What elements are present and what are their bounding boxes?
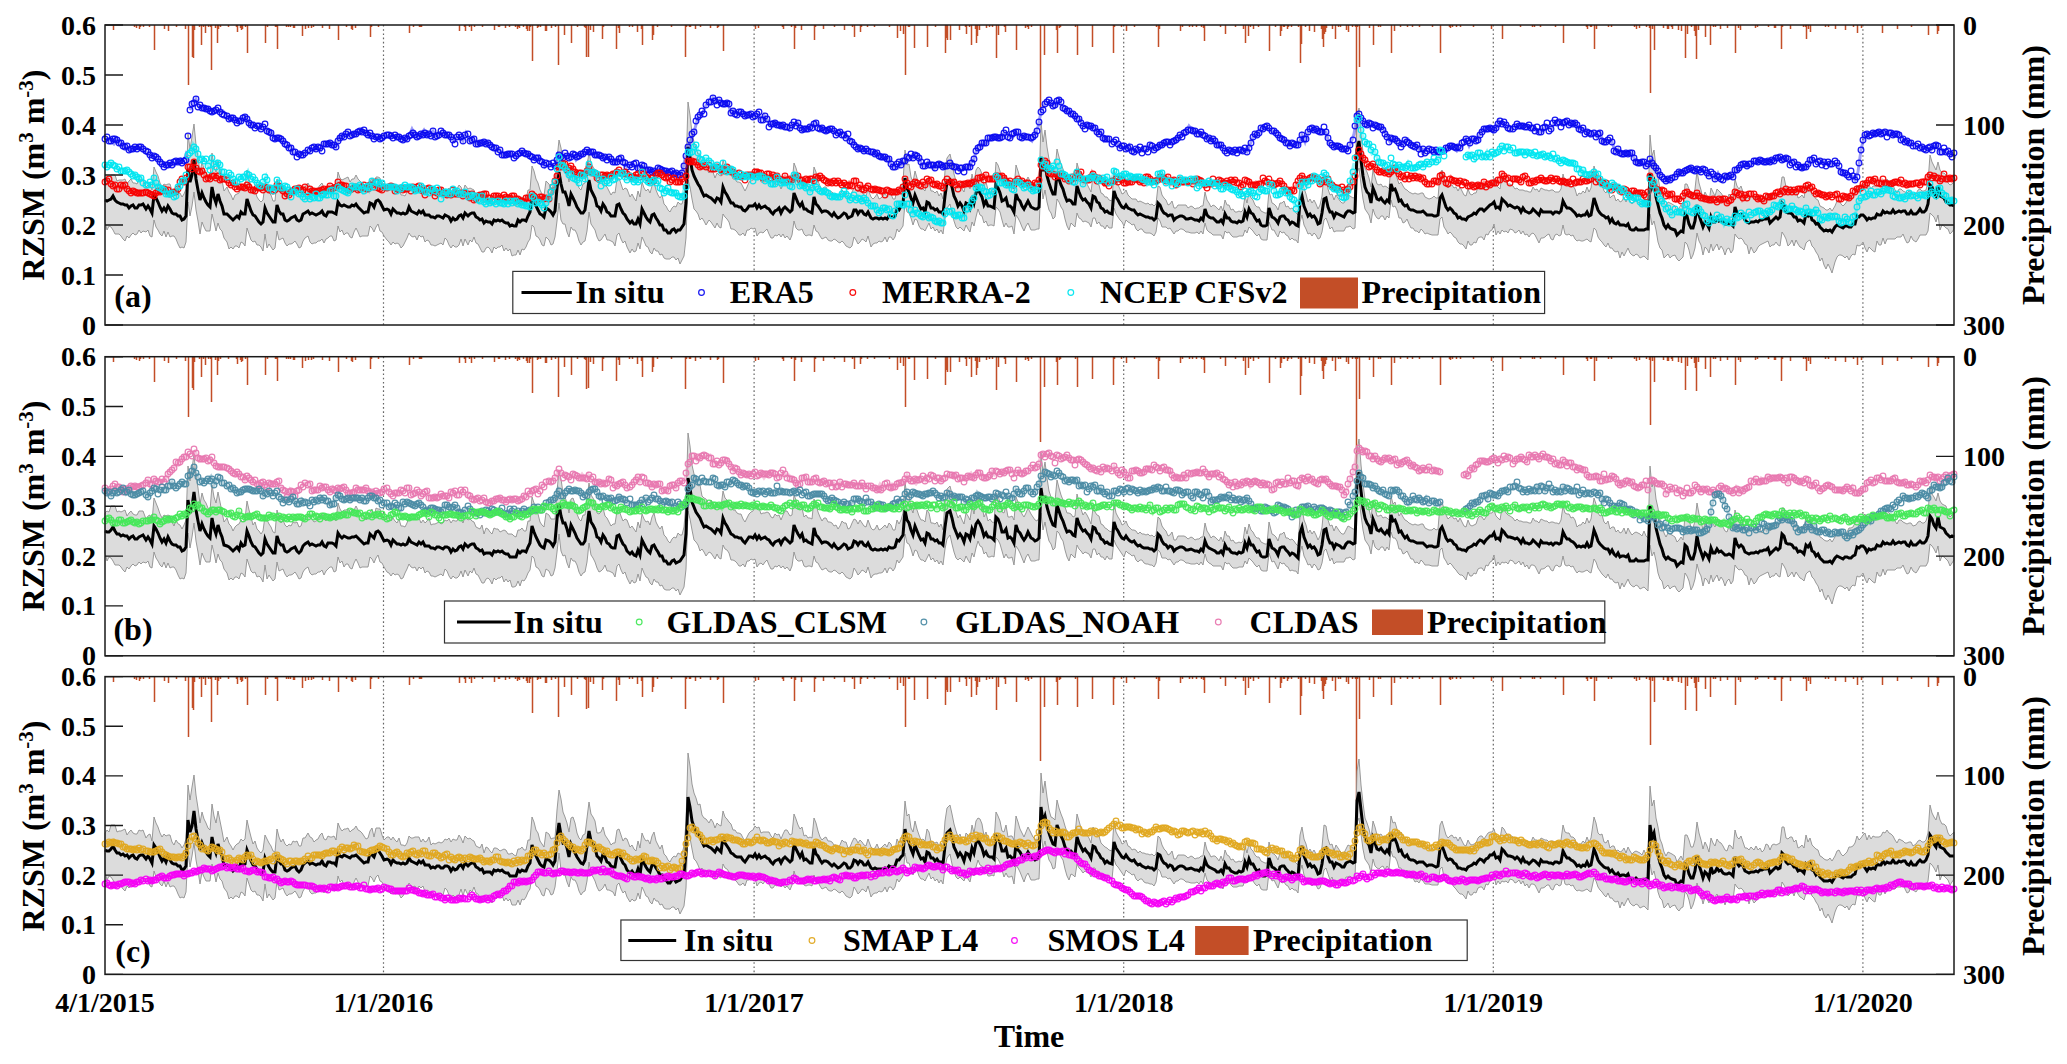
svg-text:In situ: In situ bbox=[684, 922, 773, 958]
svg-text:(c): (c) bbox=[115, 933, 151, 969]
svg-text:1/1/2016: 1/1/2016 bbox=[334, 987, 434, 1018]
svg-text:0.3: 0.3 bbox=[61, 810, 96, 841]
svg-text:0.2: 0.2 bbox=[61, 541, 96, 572]
svg-text:CLDAS: CLDAS bbox=[1249, 604, 1358, 640]
svg-text:0.4: 0.4 bbox=[61, 441, 96, 472]
svg-text:0: 0 bbox=[82, 310, 96, 341]
svg-text:0: 0 bbox=[1963, 661, 1977, 692]
svg-text:300: 300 bbox=[1963, 959, 2005, 990]
svg-text:0.6: 0.6 bbox=[61, 341, 96, 372]
svg-text:0.6: 0.6 bbox=[61, 661, 96, 692]
svg-text:NCEP CFSv2: NCEP CFSv2 bbox=[1100, 274, 1288, 310]
svg-text:Precipitation (mm): Precipitation (mm) bbox=[2015, 45, 2051, 305]
svg-text:MERRA-2: MERRA-2 bbox=[882, 274, 1031, 310]
svg-text:300: 300 bbox=[1963, 310, 2005, 341]
svg-text:0.1: 0.1 bbox=[61, 260, 96, 291]
svg-text:Time: Time bbox=[994, 1018, 1065, 1054]
svg-text:0.5: 0.5 bbox=[61, 711, 96, 742]
svg-text:0: 0 bbox=[1963, 341, 1977, 372]
svg-text:SMOS L4: SMOS L4 bbox=[1048, 922, 1185, 958]
svg-text:1/1/2019: 1/1/2019 bbox=[1444, 987, 1544, 1018]
svg-text:0.1: 0.1 bbox=[61, 590, 96, 621]
svg-text:In situ: In situ bbox=[575, 274, 664, 310]
svg-text:100: 100 bbox=[1963, 110, 2005, 141]
svg-text:200: 200 bbox=[1963, 210, 2005, 241]
svg-text:Precipitation: Precipitation bbox=[1253, 922, 1433, 958]
svg-text:0: 0 bbox=[82, 959, 96, 990]
svg-text:Precipitation: Precipitation bbox=[1362, 274, 1542, 310]
svg-text:200: 200 bbox=[1963, 860, 2005, 891]
svg-text:100: 100 bbox=[1963, 760, 2005, 791]
svg-text:RZSM (m3 m-3): RZSM (m3 m-3) bbox=[14, 400, 51, 611]
svg-text:Precipitation: Precipitation bbox=[1427, 604, 1607, 640]
svg-text:0.4: 0.4 bbox=[61, 110, 96, 141]
svg-text:ERA5: ERA5 bbox=[730, 274, 814, 310]
svg-text:0.1: 0.1 bbox=[61, 909, 96, 940]
svg-text:0.3: 0.3 bbox=[61, 160, 96, 191]
svg-text:100: 100 bbox=[1963, 441, 2005, 472]
svg-text:RZSM (m3 m-3): RZSM (m3 m-3) bbox=[14, 69, 51, 280]
svg-text:0.6: 0.6 bbox=[61, 10, 96, 41]
svg-text:1/1/2018: 1/1/2018 bbox=[1074, 987, 1174, 1018]
svg-text:0.2: 0.2 bbox=[61, 210, 96, 241]
svg-text:1/1/2020: 1/1/2020 bbox=[1813, 987, 1913, 1018]
svg-text:GLDAS_CLSM: GLDAS_CLSM bbox=[666, 604, 887, 640]
svg-text:0: 0 bbox=[1963, 10, 1977, 41]
svg-text:RZSM (m3 m-3): RZSM (m3 m-3) bbox=[14, 720, 51, 931]
svg-text:0.5: 0.5 bbox=[61, 391, 96, 422]
svg-text:GLDAS_NOAH: GLDAS_NOAH bbox=[955, 604, 1179, 640]
svg-text:In situ: In situ bbox=[514, 604, 603, 640]
svg-text:Precipitation (mm): Precipitation (mm) bbox=[2015, 376, 2051, 636]
svg-text:0.2: 0.2 bbox=[61, 860, 96, 891]
svg-text:0.4: 0.4 bbox=[61, 760, 96, 791]
svg-text:0.3: 0.3 bbox=[61, 491, 96, 522]
svg-text:Precipitation (mm): Precipitation (mm) bbox=[2015, 696, 2051, 956]
svg-text:(a): (a) bbox=[114, 278, 151, 314]
svg-text:(b): (b) bbox=[113, 611, 152, 647]
svg-text:1/1/2017: 1/1/2017 bbox=[704, 987, 804, 1018]
svg-text:4/1/2015: 4/1/2015 bbox=[55, 987, 155, 1018]
svg-text:200: 200 bbox=[1963, 541, 2005, 572]
svg-text:0.5: 0.5 bbox=[61, 60, 96, 91]
svg-text:SMAP L4: SMAP L4 bbox=[843, 922, 979, 958]
